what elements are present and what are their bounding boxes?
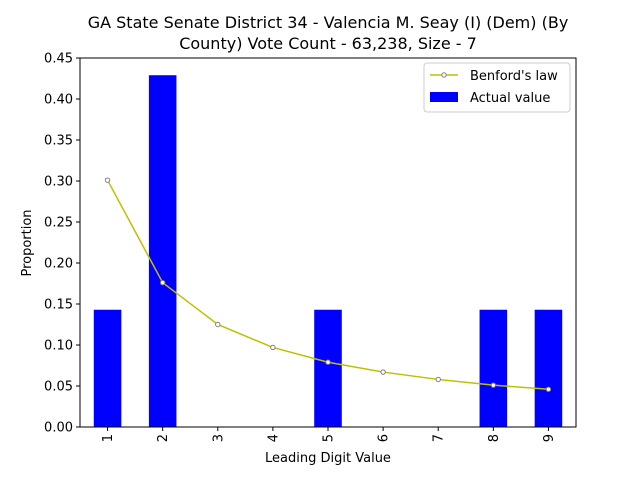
benford-point-2 [159,279,166,286]
legend-marker-swatch [441,72,447,78]
y-tick-label: 0.45 [44,52,73,67]
legend-bar-swatch [430,92,458,102]
y-tick-label: 0.20 [44,257,73,272]
benford-point-8 [490,382,497,388]
x-axis-label: Leading Digit Value [265,451,391,466]
benford-point-3 [215,321,221,328]
y-tick-label: 0.25 [44,216,73,231]
benford-point-5 [325,359,331,365]
benford-point-1 [104,177,111,183]
y-tick-label: 0.10 [44,339,73,354]
benford-point-6 [380,369,386,375]
x-tick-label: 8 [487,434,502,442]
y-tick-label: 0.05 [44,380,73,395]
bar-digit-8 [479,309,508,427]
legend-label-actual: Actual value [470,91,550,106]
x-tick-label: 1 [101,434,116,442]
x-tick-label: 9 [542,434,557,442]
y-tick-label: 0.30 [44,175,73,190]
y-tick-label: 0.00 [44,421,73,436]
benford-point-9 [545,386,552,392]
y-axis: 0.00 0.05 0.10 0.15 0.20 0.25 0.30 0.35 0.40 0.45 [44,52,80,436]
x-tick-label: 7 [432,434,447,442]
y-tick-label: 0.15 [44,298,73,313]
x-axis: 1 2 3 4 5 6 7 8 9 [101,427,557,442]
line-series-group [104,177,552,392]
benford-point-7 [435,376,441,383]
legend: Benford's law Actual value [423,62,571,113]
chart-title-line-1: GA State Senate District 34 - Valencia M… [88,13,569,32]
benford-point-4 [270,344,276,351]
bar-group [93,75,563,427]
bar-digit-9 [534,309,563,427]
y-tick-label: 0.35 [44,134,73,149]
x-tick-label: 6 [377,434,392,442]
bar-digit-1 [93,309,122,427]
y-tick-label: 0.40 [44,93,73,108]
legend-box [423,62,571,113]
bar-digit-2 [148,75,177,427]
bar-digit-5 [314,309,342,427]
x-tick-label: 5 [322,434,337,442]
x-tick-label: 4 [266,434,281,442]
x-tick-label: 2 [156,434,171,442]
legend-label-benford: Benford's law [470,69,558,84]
x-tick-label: 3 [211,434,226,442]
chart-title-line-2: County) Vote Count - 63,238, Size - 7 [179,34,477,53]
y-axis-label: Proportion [20,209,35,276]
